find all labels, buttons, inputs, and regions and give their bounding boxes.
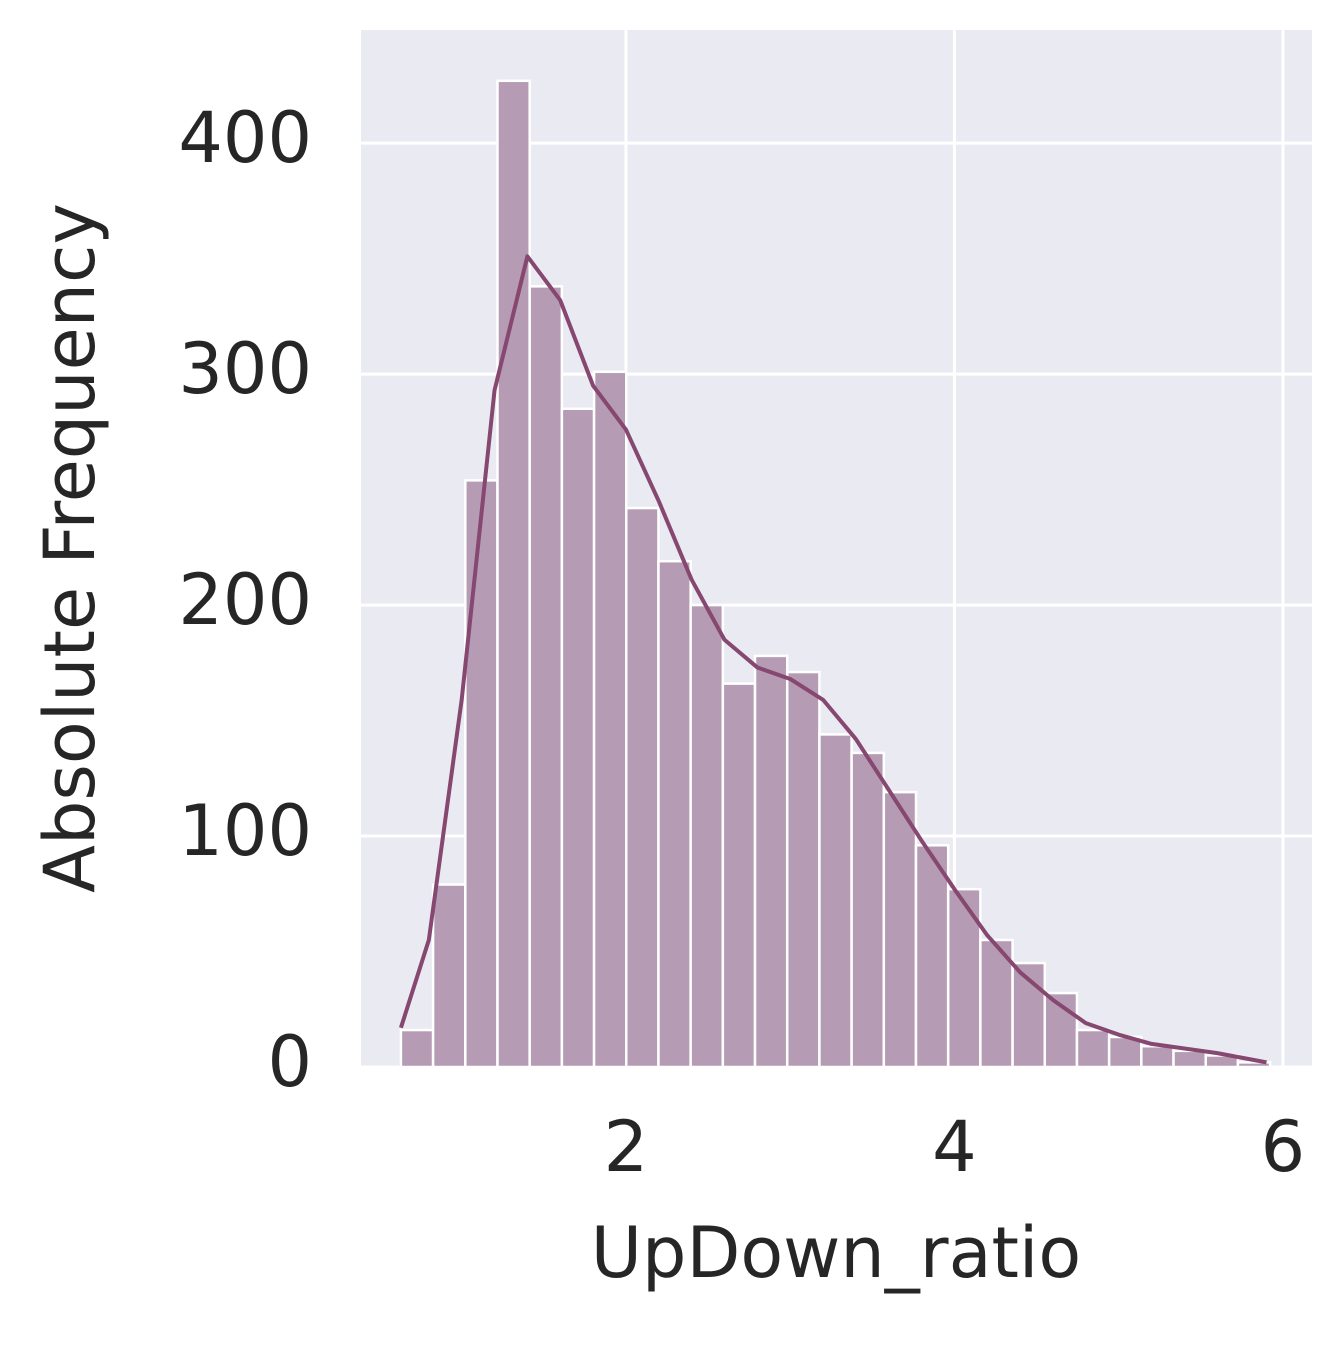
y-tick-label: 0: [267, 1021, 312, 1103]
kde-line: [399, 254, 1267, 1065]
bar: [753, 654, 789, 1069]
y-tick-label: 300: [178, 328, 312, 410]
bar: [560, 407, 596, 1069]
bar: [1236, 1061, 1272, 1069]
bar: [1172, 1049, 1207, 1069]
bar: [979, 938, 1014, 1069]
bar: [464, 479, 499, 1069]
bar: [592, 370, 628, 1069]
bar: [399, 1028, 435, 1069]
bar: [785, 670, 821, 1069]
x-axis-label: UpDown_ratio: [591, 1212, 1081, 1294]
bar: [689, 603, 725, 1069]
x-tick-label: 6: [1261, 1106, 1306, 1188]
y-tick-label: 200: [178, 559, 312, 641]
bar: [850, 751, 886, 1069]
bar: [431, 883, 467, 1069]
bar: [1075, 1028, 1111, 1069]
x-tick-label: 2: [604, 1106, 649, 1188]
y-axis-label: Absolute Frequency: [29, 203, 111, 893]
bar: [1140, 1044, 1175, 1069]
bar: [818, 733, 853, 1069]
y-tick-label: 400: [178, 97, 312, 179]
bar: [496, 79, 531, 1069]
bar: [625, 506, 660, 1069]
bar: [528, 285, 564, 1069]
bar: [914, 844, 950, 1069]
x-tick-label: 4: [932, 1106, 977, 1188]
bar: [657, 559, 692, 1069]
y-tick-label: 100: [178, 790, 312, 872]
bar: [721, 682, 757, 1069]
bar: [882, 790, 918, 1069]
